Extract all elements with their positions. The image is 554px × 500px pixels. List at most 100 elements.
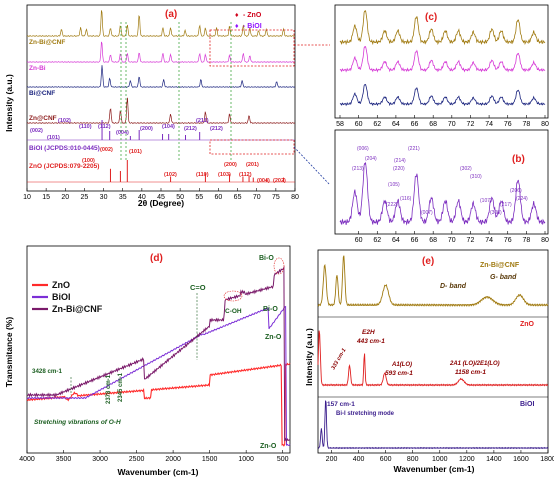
- x-tick-label: 1200: [459, 456, 475, 463]
- zoom-trace: [339, 9, 546, 46]
- x-tick-label: 78: [522, 237, 530, 244]
- x-tick-label: 68: [429, 121, 437, 128]
- x-tick-label: 2500: [129, 456, 145, 463]
- panel-a-label: (a): [165, 9, 177, 20]
- x-tick-label: 500: [277, 456, 289, 463]
- x-tick-label: 35: [119, 194, 127, 201]
- zoom-box-bottom: [209, 139, 295, 155]
- legend-e-bioi: BiOI: [520, 401, 534, 408]
- bioi-hkl-label: (212): [210, 126, 223, 132]
- x-tick-label: 1000: [238, 456, 254, 463]
- hkl-label: (105): [388, 182, 400, 188]
- panel-d-frame: [26, 245, 291, 454]
- x-tick-label: 80: [541, 237, 549, 244]
- anno-bio-2: Bi-O: [263, 306, 278, 313]
- series-name: Zn-Bi: [29, 65, 46, 72]
- x-tick-label: 60: [355, 237, 363, 244]
- x-tick-label: 800: [407, 456, 419, 463]
- hkl-label: (116): [400, 196, 412, 202]
- x-tick-label: 58: [336, 121, 344, 128]
- x-tick-label: 80: [541, 121, 549, 128]
- x-tick-label: 200: [326, 456, 338, 463]
- panel-d-ylabel: Transmitance (%): [4, 317, 14, 388]
- bioi-zoom-trace: [339, 161, 546, 226]
- panel-c-frame: [334, 4, 549, 119]
- x-tick-label: 600: [380, 456, 392, 463]
- panel-d-xlabel: Wavenumber (cm-1): [118, 467, 199, 477]
- x-tick-label: 65: [234, 194, 242, 201]
- x-tick-label: 62: [373, 121, 381, 128]
- x-tick-label: 1800: [540, 456, 554, 463]
- anno-2a1: 2A1 (LO)/2E1(LO): [449, 361, 500, 367]
- legend-zno-marker: ♦: [235, 12, 239, 19]
- x-tick-label: 66: [411, 237, 419, 244]
- legend-label: BiOI: [52, 292, 71, 302]
- anno-a1lo: A1(LO): [391, 362, 412, 368]
- panel-e-ylabel: Intensity (a.u.): [304, 328, 314, 386]
- hkl-label: (204): [365, 156, 377, 162]
- zno-hkl-label: (102): [164, 172, 177, 178]
- bioi-hkl-label: (200): [140, 126, 153, 132]
- bioi-hkl-label: (004): [116, 130, 129, 136]
- legend-label: ZnO: [52, 280, 70, 290]
- panel-a-ylabel: Intensity (a.u.): [4, 74, 14, 132]
- anno-e2h: E2H: [362, 329, 375, 336]
- zno-hkl-label: (201): [246, 162, 259, 168]
- hkl-label: (006): [357, 146, 369, 152]
- x-tick-label: 45: [157, 194, 165, 201]
- zno-hkl-label: (103): [218, 172, 231, 178]
- raman-trace: [317, 400, 549, 450]
- x-tick-label: 50: [176, 194, 184, 201]
- x-tick-label: 70: [253, 194, 261, 201]
- hkl-label: (214): [394, 158, 406, 164]
- anno-g-band: G- band: [490, 274, 517, 281]
- series-name: Zn-Bi@CNF: [29, 39, 65, 46]
- legend-e-zno: ZnO: [520, 321, 535, 328]
- hkl-label: (107): [480, 198, 492, 204]
- x-tick-label: 72: [467, 237, 475, 244]
- xrd-trace: [26, 97, 296, 125]
- hkl-label: (310): [470, 174, 482, 180]
- x-tick-label: 76: [504, 121, 512, 128]
- x-tick-label: 10: [23, 194, 31, 201]
- x-tick-label: 74: [485, 121, 493, 128]
- x-tick-label: 66: [411, 121, 419, 128]
- anno-coh: C-OH: [225, 308, 242, 315]
- anno-157: 157 cm-1: [327, 401, 355, 408]
- ftir-trace: [26, 305, 291, 446]
- zoom-box-top: [209, 29, 295, 67]
- zno-hkl-label: (101): [129, 149, 142, 155]
- hkl-label: (220): [393, 166, 405, 172]
- x-tick-label: 60: [355, 121, 363, 128]
- panel-d: 4000 3500 3000 2500 2000 1500 1000 500 (d) Tran…: [4, 245, 291, 477]
- panel-e-xlabel: Wavenumber (cm-1): [394, 464, 475, 474]
- x-tick-label: 1400: [486, 456, 502, 463]
- zno-hkl-label: (202): [273, 178, 286, 184]
- ftir-trace: [26, 362, 291, 447]
- series-name: Bi@CNF: [29, 90, 55, 97]
- x-tick-label: 4000: [19, 456, 35, 463]
- anno-2378: 2378 cm-1: [106, 374, 112, 404]
- x-tick-label: 400: [353, 456, 365, 463]
- bioi-hkl-label: (102): [58, 118, 71, 124]
- anno-oh-stretch: Stretching vibrations of O-H: [34, 419, 121, 426]
- x-tick-label: 30: [100, 194, 108, 201]
- anno-d-band: D- band: [440, 283, 467, 290]
- bioi-hkl-label: (101): [47, 135, 60, 141]
- bioi-hkl-label: (212): [184, 126, 197, 132]
- zno-hkl-label: (112): [239, 172, 252, 178]
- panel-b-label: (b): [512, 154, 525, 165]
- panel-a: 10 15 20 25 30 35 40 45 50 55 60 65 70 75 80 (a) ♦ - Z…: [4, 4, 331, 208]
- hkl-label: (217): [500, 202, 512, 208]
- xrd-trace: [26, 65, 296, 88]
- legend-bioi-label: - BiOI: [243, 23, 262, 30]
- anno-bio-1: Bi-O: [259, 255, 274, 262]
- panel-a-xlabel: 2θ (Degree): [138, 198, 184, 208]
- bioi-hkl-label: (104): [162, 124, 175, 130]
- panel-e-label: (e): [422, 256, 434, 267]
- zoom-trace: [339, 45, 546, 73]
- panel-b-frame: [334, 129, 549, 235]
- anno-333: 333 cm-1: [331, 348, 348, 371]
- x-tick-label: 64: [392, 237, 400, 244]
- x-tick-label: 75: [272, 194, 280, 201]
